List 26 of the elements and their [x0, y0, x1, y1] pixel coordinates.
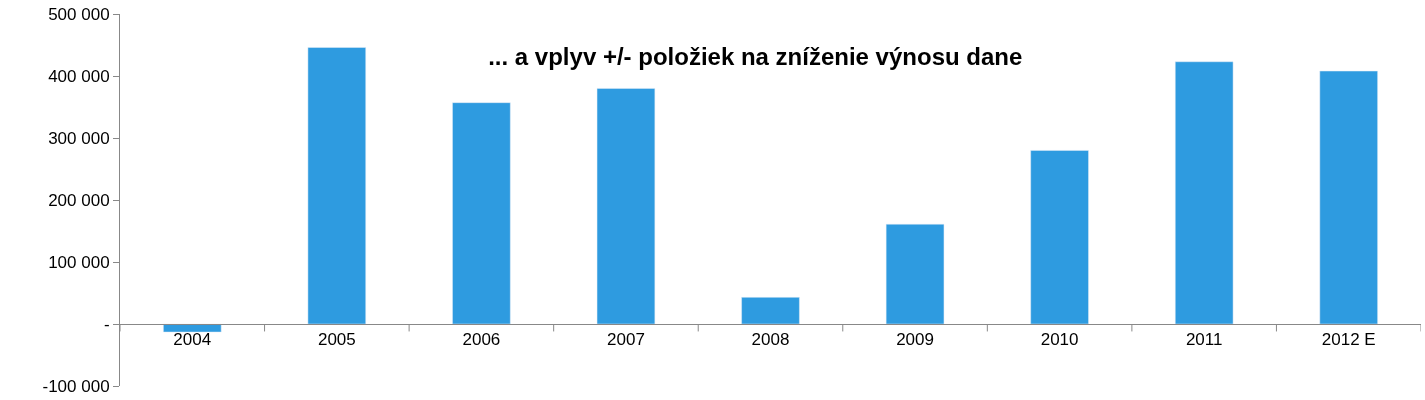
x-tick-label: 2010: [1040, 330, 1079, 350]
bar: [885, 223, 945, 325]
bar: [1030, 150, 1089, 325]
x-tick-label: 2012 E: [1321, 330, 1376, 350]
bar: [1319, 70, 1378, 325]
bar: [307, 47, 366, 325]
bar: [452, 102, 511, 325]
x-tick-label: 2006: [462, 330, 501, 350]
x-tick-label: 2008: [751, 330, 790, 350]
y-tick-label: 100 000: [48, 252, 110, 272]
x-tick-label: 2011: [1185, 330, 1223, 350]
bar: [596, 88, 656, 325]
bar: [1175, 61, 1234, 325]
y-tick-label: 300 000: [48, 128, 110, 148]
y-tick-label: -: [103, 314, 110, 334]
x-tick-label: 2009: [896, 330, 934, 350]
y-tick-label: 500 000: [48, 4, 110, 24]
y-tick-label: -100 000: [42, 376, 110, 396]
bar: [163, 323, 222, 333]
x-tick-label: 2007: [607, 330, 645, 350]
y-tick-label: 400 000: [48, 66, 110, 86]
x-tick-label: 2004: [173, 330, 212, 350]
text: ... a vplyv +/- položiek na zníženie výnosu dane: [488, 42, 1023, 70]
y-tick-label: 200 000: [48, 190, 110, 210]
bar: [741, 297, 800, 325]
x-tick-label: 2005: [317, 330, 356, 350]
